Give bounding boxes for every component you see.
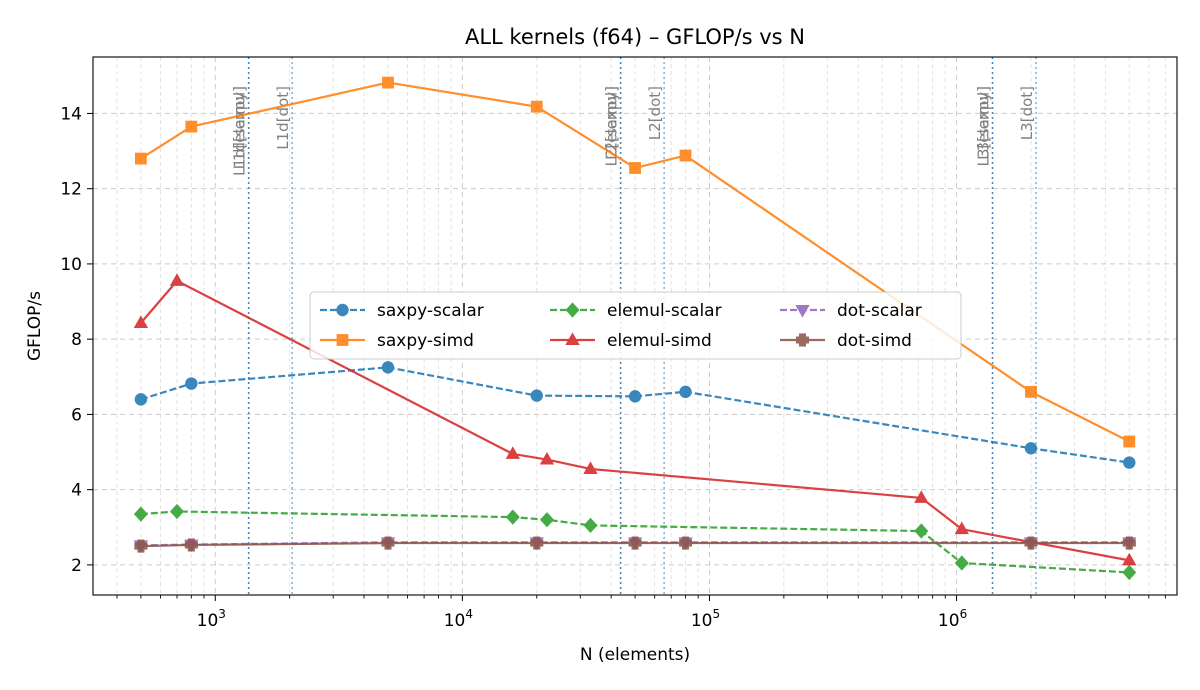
data-point bbox=[185, 377, 198, 390]
data-point bbox=[133, 506, 148, 522]
legend-label: saxpy-simd bbox=[377, 331, 474, 351]
y-tick-label: 10 bbox=[60, 255, 82, 275]
series-line bbox=[140, 81, 1130, 443]
y-tick-label: 2 bbox=[71, 556, 82, 576]
legend: saxpy-scalar saxpy-simd elemul-scalar elemu… bbox=[309, 291, 962, 360]
legend-item bbox=[780, 305, 825, 318]
y-tick-label: 12 bbox=[60, 180, 82, 200]
legend-label: dot-simd bbox=[837, 331, 912, 351]
data-point bbox=[1122, 564, 1137, 581]
data-point bbox=[583, 517, 598, 534]
series-group bbox=[133, 76, 1137, 581]
legend-label: saxpy-scalar bbox=[377, 301, 484, 321]
legend-marker bbox=[795, 333, 810, 347]
legend-marker bbox=[565, 302, 580, 318]
data-point bbox=[382, 76, 394, 89]
data-point bbox=[170, 503, 184, 520]
series-elemul-simd bbox=[133, 273, 1137, 566]
cache-markers: L1d[saxpy]L1d[elemul] L1d[dot] L2[saxpy]L2… bbox=[231, 57, 1037, 595]
cache-marker-label: L1d[saxpy] bbox=[231, 86, 249, 169]
data-point bbox=[184, 538, 198, 552]
y-tick-label: 14 bbox=[60, 104, 82, 124]
data-point bbox=[583, 461, 598, 474]
series-elemul-scalar bbox=[133, 503, 1137, 581]
x-tick-label: 106 bbox=[938, 607, 967, 631]
data-point bbox=[954, 521, 969, 535]
data-point bbox=[628, 536, 642, 550]
data-point bbox=[629, 162, 641, 174]
data-point bbox=[1122, 552, 1137, 566]
plot-frame bbox=[92, 56, 1178, 596]
cache-marker-label: L3[dot] bbox=[1018, 86, 1036, 140]
axes: 103 104 105 106 2 4 6 8 10 12 14 bbox=[60, 56, 1178, 631]
legend-marker bbox=[565, 332, 580, 345]
data-point bbox=[530, 536, 544, 550]
y-tick-label: 8 bbox=[71, 330, 82, 350]
data-point bbox=[134, 539, 148, 553]
data-point bbox=[1122, 536, 1136, 550]
cache-marker-label: L2[elemul] bbox=[603, 86, 621, 167]
data-point bbox=[133, 315, 149, 328]
data-point bbox=[628, 390, 642, 403]
data-point bbox=[381, 361, 395, 374]
legend-marker bbox=[336, 303, 349, 317]
data-point bbox=[185, 120, 198, 133]
series-line bbox=[140, 510, 1130, 574]
cache-marker-label: L1d[elemul] bbox=[231, 86, 249, 176]
legend-label: dot-scalar bbox=[837, 301, 922, 321]
cache-marker-label: L2[saxpy] bbox=[603, 86, 621, 160]
data-point bbox=[505, 509, 520, 525]
x-tick-label: 104 bbox=[444, 607, 473, 631]
cache-marker-label: L3[elemul] bbox=[975, 86, 993, 167]
legend-label: elemul-simd bbox=[607, 331, 712, 351]
data-point bbox=[1025, 385, 1037, 398]
x-axis-title: N (elements) bbox=[580, 645, 690, 665]
data-point bbox=[134, 393, 148, 406]
y-axis-title: GFLOP/s bbox=[25, 291, 45, 361]
data-point bbox=[540, 512, 554, 528]
data-point bbox=[679, 149, 692, 162]
chart-title: ALL kernels (f64) – GFLOP/s vs N bbox=[465, 25, 805, 49]
x-tick-label: 103 bbox=[197, 607, 226, 631]
y-tick-label: 6 bbox=[71, 405, 82, 425]
legend-item bbox=[780, 333, 825, 347]
data-point bbox=[530, 100, 543, 113]
data-point bbox=[1024, 442, 1038, 455]
legend-marker bbox=[336, 334, 349, 346]
legend-marker bbox=[795, 305, 810, 318]
cache-marker-label: L3[saxpy] bbox=[975, 86, 993, 160]
data-point bbox=[914, 490, 929, 503]
legend-item bbox=[320, 334, 365, 346]
legend-item bbox=[550, 332, 595, 345]
data-point bbox=[539, 451, 555, 465]
data-point bbox=[1024, 536, 1038, 550]
legend-item bbox=[550, 302, 595, 318]
data-point bbox=[169, 273, 185, 286]
data-point bbox=[679, 385, 692, 399]
data-point bbox=[505, 446, 520, 459]
legend-item bbox=[320, 303, 365, 317]
series-line bbox=[140, 366, 1130, 464]
cache-marker-label: L1d[dot] bbox=[274, 86, 292, 150]
data-point bbox=[134, 152, 147, 165]
cache-marker-label: L2[dot] bbox=[646, 86, 664, 140]
series-dot-simd bbox=[134, 536, 1136, 553]
series-saxpy-simd bbox=[134, 76, 1136, 448]
series-line bbox=[140, 541, 1130, 548]
data-point bbox=[1123, 456, 1136, 469]
y-tick-label: 4 bbox=[71, 481, 82, 501]
data-point bbox=[530, 389, 543, 402]
x-tick-label: 105 bbox=[691, 607, 720, 631]
legend-label: elemul-scalar bbox=[607, 301, 722, 321]
series-line bbox=[140, 279, 1130, 562]
data-point bbox=[914, 523, 929, 539]
data-point bbox=[954, 555, 969, 571]
series-saxpy-scalar bbox=[134, 361, 1136, 469]
data-point bbox=[381, 536, 395, 550]
data-point bbox=[1123, 435, 1136, 448]
data-point bbox=[678, 536, 693, 550]
